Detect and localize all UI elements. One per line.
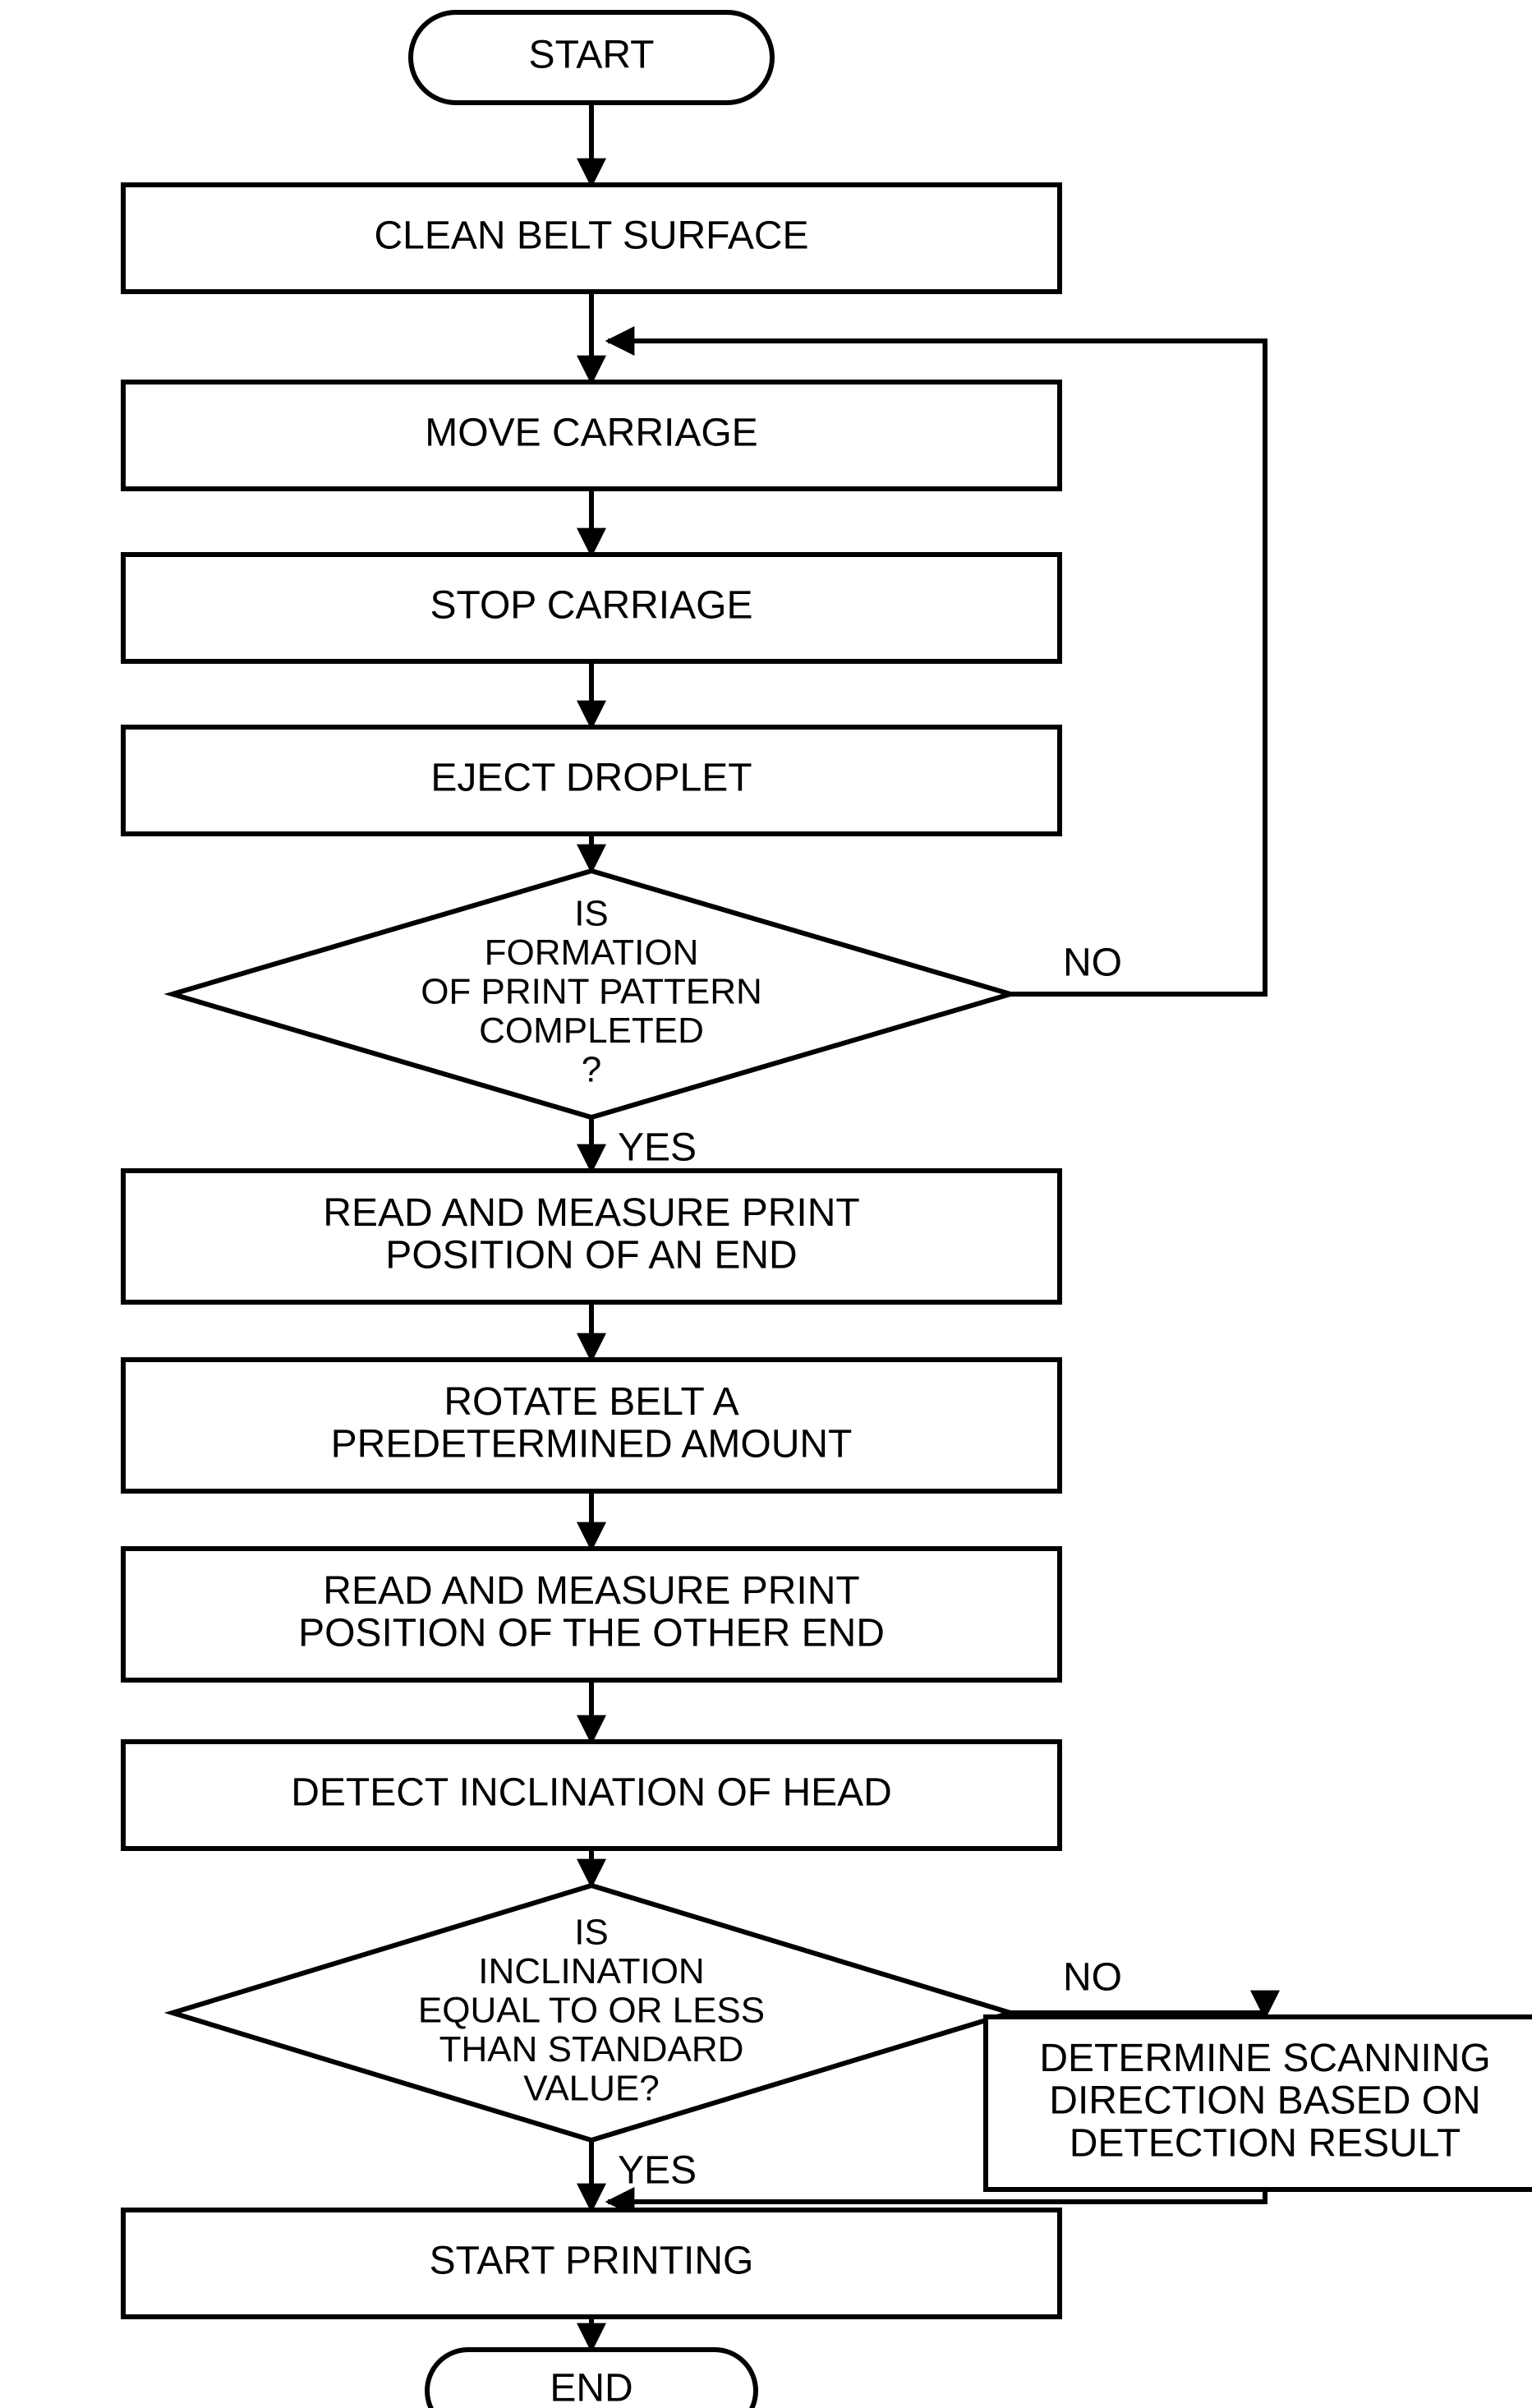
node-determine-label: DETERMINE SCANNING: [1039, 2037, 1490, 2080]
node-clean-label: CLEAN BELT SURFACE: [374, 214, 808, 258]
label-d2_no: NO: [1063, 1956, 1122, 2000]
node-rotate-label: PREDETERMINED AMOUNT: [331, 1423, 853, 1466]
node-read2: READ AND MEASURE PRINTPOSITION OF THE OT…: [123, 1549, 1060, 1680]
node-d2-label: VALUE?: [523, 2069, 660, 2109]
node-d1-label: IS: [574, 894, 609, 934]
label-d2_yes: YES: [618, 2149, 697, 2193]
node-rotate-label: ROTATE BELT A: [444, 1380, 738, 1424]
node-end: END: [427, 2350, 756, 2408]
node-read2-label: READ AND MEASURE PRINT: [323, 1569, 859, 1613]
node-move-label: MOVE CARRIAGE: [425, 412, 757, 455]
node-d1-label: OF PRINT PATTERN: [421, 972, 762, 1012]
node-stop-label: STOP CARRIAGE: [430, 584, 753, 628]
node-move: MOVE CARRIAGE: [123, 382, 1060, 489]
node-d2-label: THAN STANDARD: [439, 2029, 744, 2070]
node-clean: CLEAN BELT SURFACE: [123, 185, 1060, 292]
node-rotate: ROTATE BELT APREDETERMINED AMOUNT: [123, 1360, 1060, 1491]
label-d1_yes: YES: [618, 1126, 697, 1170]
node-eject-label: EJECT DROPLET: [430, 757, 752, 800]
node-read1-label: READ AND MEASURE PRINT: [323, 1191, 859, 1235]
label-d1_no: NO: [1063, 942, 1122, 985]
node-print-label: START PRINTING: [430, 2240, 754, 2283]
node-determine: DETERMINE SCANNINGDIRECTION BASED ONDETE…: [986, 2017, 1532, 2189]
node-start-label: START: [529, 34, 655, 77]
node-read2-label: POSITION OF THE OTHER END: [298, 1612, 885, 1655]
node-d2-label: IS: [574, 1913, 609, 1953]
node-read1-label: POSITION OF AN END: [385, 1234, 797, 1278]
node-print: START PRINTING: [123, 2210, 1060, 2317]
node-read1: READ AND MEASURE PRINTPOSITION OF AN END: [123, 1171, 1060, 1302]
node-end-label: END: [550, 2367, 633, 2408]
node-d2-label: INCLINATION: [478, 1951, 704, 1991]
node-detect: DETECT INCLINATION OF HEAD: [123, 1742, 1060, 1849]
node-start: START: [411, 12, 772, 103]
node-d2-label: EQUAL TO OR LESS: [418, 1991, 765, 2031]
node-stop: STOP CARRIAGE: [123, 555, 1060, 661]
node-d1: ISFORMATIONOF PRINT PATTERNCOMPLETED?: [173, 871, 1010, 1117]
node-detect-label: DETECT INCLINATION OF HEAD: [291, 1771, 892, 1815]
node-determine-label: DIRECTION BASED ON: [1049, 2079, 1480, 2123]
flowchart-svg: START CLEAN BELT SURFACE MOVE CARRIAGE STOP…: [0, 0, 1532, 2408]
node-eject: EJECT DROPLET: [123, 727, 1060, 834]
node-d1-label: FORMATION: [485, 932, 699, 973]
node-d1-label: ?: [582, 1050, 601, 1090]
node-d2: ISINCLINATIONEQUAL TO OR LESSTHAN STANDA…: [173, 1885, 1010, 2140]
node-determine-label: DETECTION RESULT: [1070, 2122, 1461, 2166]
node-d1-label: COMPLETED: [479, 1011, 704, 1051]
